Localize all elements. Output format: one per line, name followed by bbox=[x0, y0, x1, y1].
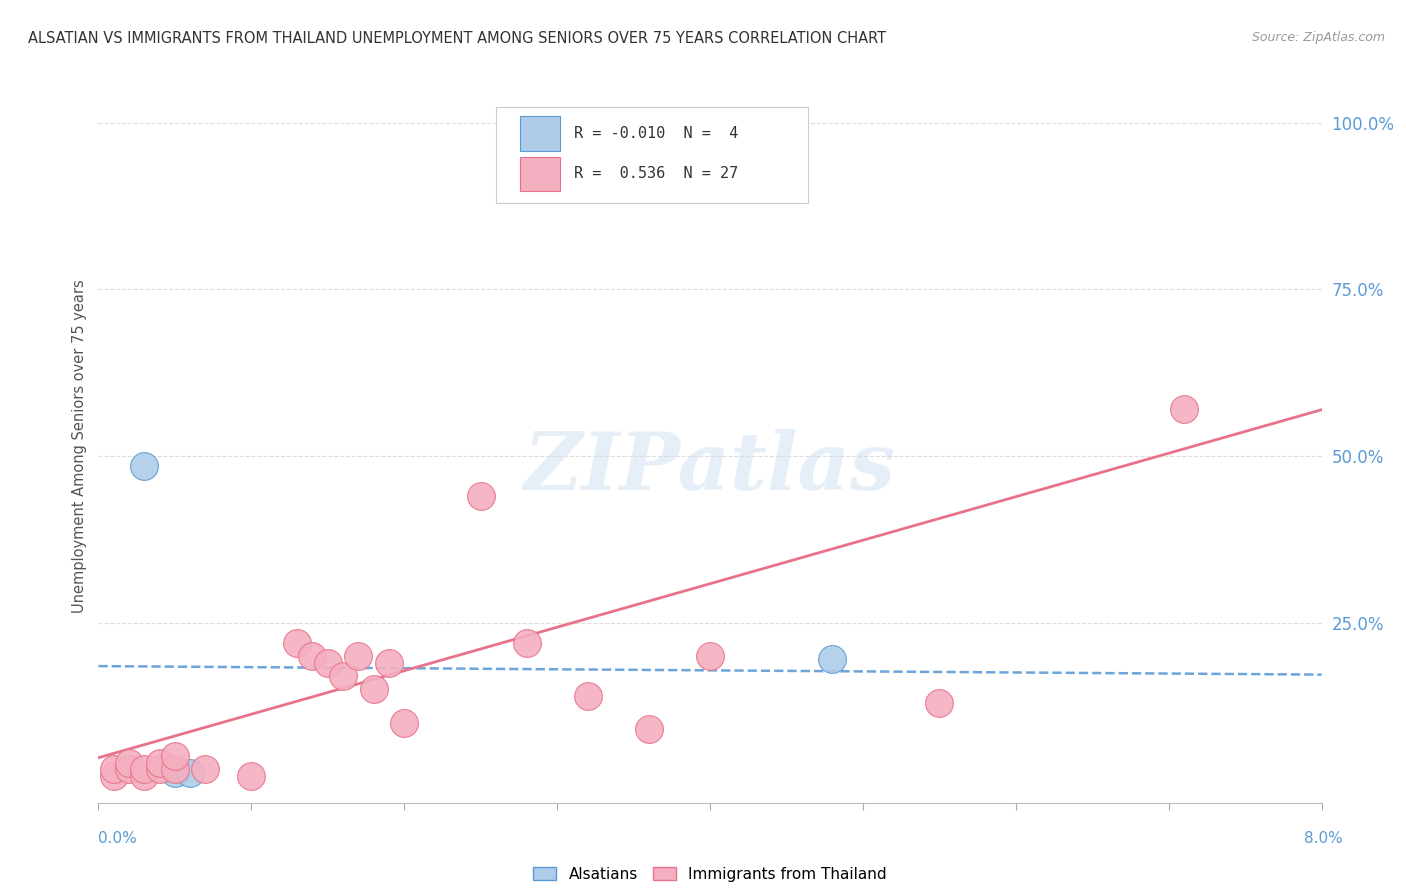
Point bbox=[134, 763, 156, 777]
Point bbox=[316, 656, 339, 670]
Point bbox=[163, 749, 186, 764]
Point bbox=[134, 458, 156, 473]
Point bbox=[821, 652, 844, 666]
Point bbox=[516, 132, 538, 146]
Point bbox=[118, 763, 141, 777]
Point bbox=[699, 649, 721, 664]
Text: ALSATIAN VS IMMIGRANTS FROM THAILAND UNEMPLOYMENT AMONG SENIORS OVER 75 YEARS CO: ALSATIAN VS IMMIGRANTS FROM THAILAND UNE… bbox=[28, 31, 886, 46]
Point bbox=[179, 765, 201, 780]
Point bbox=[163, 765, 186, 780]
Point bbox=[332, 669, 354, 683]
Point bbox=[240, 769, 263, 783]
Point bbox=[363, 682, 385, 697]
Point bbox=[470, 489, 492, 503]
Text: 0.0%: 0.0% bbox=[98, 831, 138, 846]
FancyBboxPatch shape bbox=[520, 117, 560, 151]
FancyBboxPatch shape bbox=[496, 107, 808, 203]
Text: ZIPatlas: ZIPatlas bbox=[524, 429, 896, 506]
Point bbox=[347, 649, 370, 664]
Legend: Alsatians, Immigrants from Thailand: Alsatians, Immigrants from Thailand bbox=[527, 861, 893, 888]
Point bbox=[1173, 402, 1195, 417]
Point bbox=[392, 715, 416, 730]
Point bbox=[637, 723, 661, 737]
Point bbox=[103, 769, 125, 783]
Point bbox=[516, 636, 538, 650]
Point bbox=[149, 763, 172, 777]
Point bbox=[378, 656, 401, 670]
Point bbox=[134, 769, 156, 783]
Point bbox=[285, 636, 308, 650]
Point bbox=[103, 763, 125, 777]
Point bbox=[194, 763, 217, 777]
FancyBboxPatch shape bbox=[520, 157, 560, 191]
Point bbox=[301, 649, 323, 664]
Y-axis label: Unemployment Among Seniors over 75 years: Unemployment Among Seniors over 75 years bbox=[72, 279, 87, 613]
Text: R =  0.536  N = 27: R = 0.536 N = 27 bbox=[574, 166, 738, 181]
Point bbox=[576, 689, 599, 703]
Point bbox=[928, 696, 950, 710]
Point bbox=[118, 756, 141, 770]
Point bbox=[163, 763, 186, 777]
Point bbox=[149, 756, 172, 770]
Text: Source: ZipAtlas.com: Source: ZipAtlas.com bbox=[1251, 31, 1385, 45]
Text: 8.0%: 8.0% bbox=[1303, 831, 1343, 846]
Text: R = -0.010  N =  4: R = -0.010 N = 4 bbox=[574, 126, 738, 141]
